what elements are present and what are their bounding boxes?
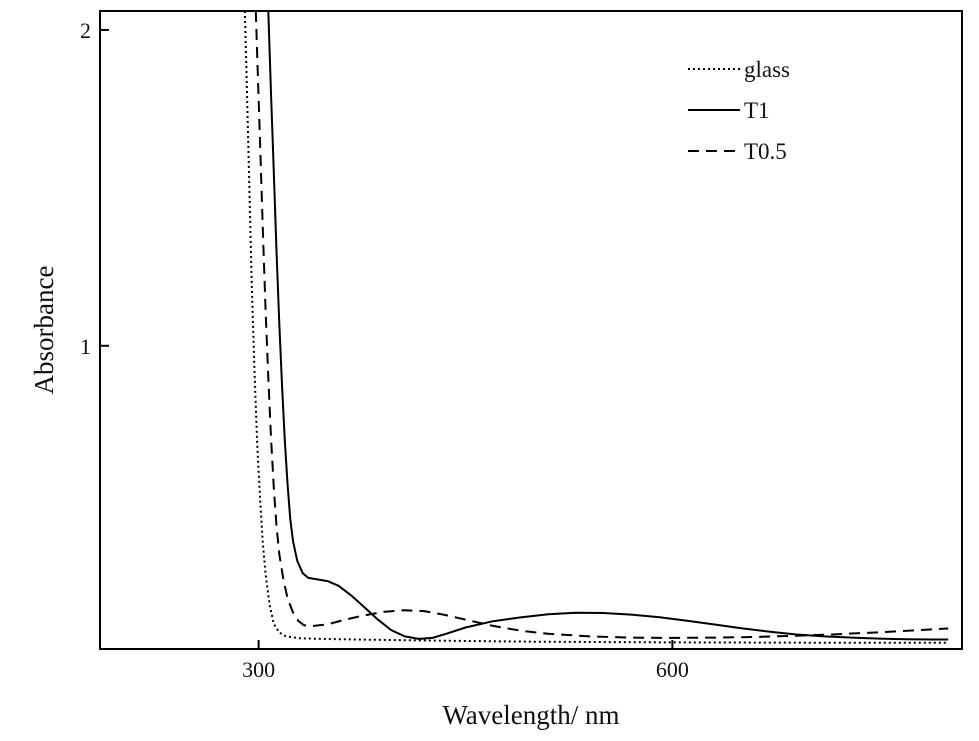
plot-frame: [99, 10, 963, 650]
legend-label-glass: glass: [744, 57, 790, 82]
legend: glass T1 T0.5: [688, 57, 790, 164]
series-line-t0-5: [254, 10, 949, 639]
y-tick-label: 2: [80, 18, 91, 43]
legend-label-t1: T1: [744, 98, 770, 123]
x-axis-title: Wavelength/ nm: [442, 700, 619, 730]
y-axis-title: Absorbance: [29, 266, 59, 395]
legend-label-t0-5: T0.5: [744, 139, 787, 164]
series-layer: [243, 10, 949, 644]
series-line-glass: [243, 10, 949, 644]
tick-layer: 300 600 1 2: [80, 18, 689, 682]
x-tick-label: 300: [242, 657, 275, 682]
x-tick-label: 600: [656, 657, 689, 682]
y-tick-label: 1: [80, 334, 91, 359]
series-line-t1: [267, 10, 949, 641]
